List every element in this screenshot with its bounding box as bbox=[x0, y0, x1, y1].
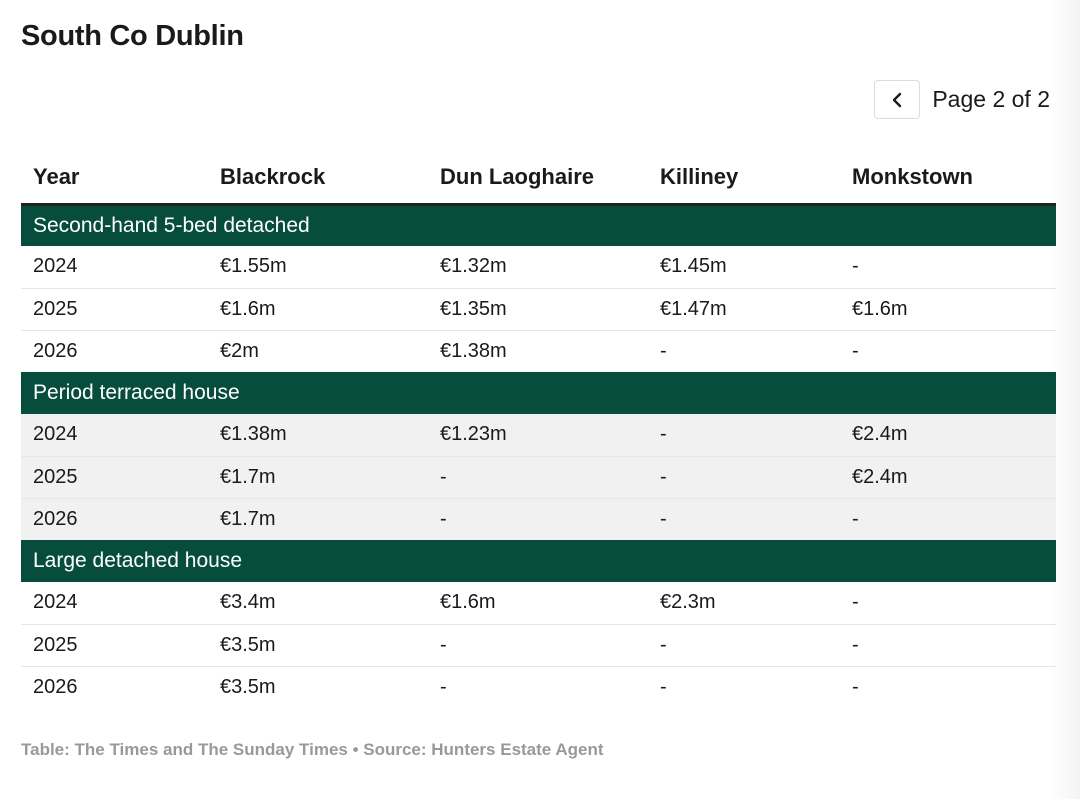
table-cell: €1.55m bbox=[208, 246, 428, 289]
table-cell: €3.5m bbox=[208, 624, 428, 667]
group-label: Second-hand 5-bed detached bbox=[21, 204, 1056, 246]
chevron-left-icon bbox=[893, 92, 902, 107]
page-indicator: Page 2 of 2 bbox=[932, 86, 1050, 112]
group-header-row: Period terraced house bbox=[21, 372, 1056, 414]
source-caption: Table: The Times and The Sunday Times • … bbox=[21, 740, 604, 759]
table-group: Large detached house 2024 €3.4m €1.6m €2… bbox=[21, 540, 1056, 708]
table-cell: 2025 bbox=[21, 288, 208, 331]
group-header-row: Second-hand 5-bed detached bbox=[21, 204, 1056, 246]
table-cell: - bbox=[648, 624, 840, 667]
column-header-dun-laoghaire: Dun Laoghaire bbox=[428, 152, 648, 206]
table-cell: €1.35m bbox=[428, 288, 648, 331]
table-cell: €3.4m bbox=[208, 582, 428, 625]
table-cell: - bbox=[852, 339, 859, 362]
table-row: 2025 €1.6m €1.35m €1.47m €1.6m bbox=[21, 288, 1056, 331]
table-cell: €1.6m bbox=[428, 582, 648, 625]
table-cell: €2m bbox=[220, 339, 259, 362]
table-cell: €1.23m bbox=[428, 414, 648, 457]
table-cell: - bbox=[660, 339, 667, 362]
table-row: 2026 €2m €1.38m - - bbox=[21, 330, 1056, 372]
table-row: 2024 €1.38m €1.23m - €2.4m bbox=[21, 414, 1056, 457]
table-cell: €2.3m bbox=[648, 582, 840, 625]
table-cell: - bbox=[840, 582, 1056, 625]
table-cell: - bbox=[852, 675, 859, 698]
column-header-blackrock: Blackrock bbox=[208, 152, 428, 206]
table-cell: - bbox=[840, 246, 1056, 289]
table-cell: €1.38m bbox=[440, 339, 507, 362]
table-cell: 2026 bbox=[33, 339, 78, 362]
table-cell: - bbox=[648, 456, 840, 499]
table-group: Second-hand 5-bed detached 2024 €1.55m €… bbox=[21, 204, 1056, 372]
table-cell: - bbox=[428, 498, 648, 540]
table-row: 2026 €1.7m - - - bbox=[21, 498, 1056, 540]
table-cell: €3.5m bbox=[220, 675, 276, 698]
table-cell: - bbox=[660, 675, 667, 698]
page-title: South Co Dublin bbox=[21, 20, 244, 52]
table-cell: €1.7m bbox=[208, 498, 428, 540]
table-cell: €2.4m bbox=[840, 414, 1056, 457]
table-cell: €1.32m bbox=[428, 246, 648, 289]
table-cell: 2025 bbox=[21, 624, 208, 667]
price-table: Year Blackrock Dun Laoghaire Killiney Mo… bbox=[21, 152, 1056, 708]
table-cell: €1.38m bbox=[208, 414, 428, 457]
table-cell: €1.7m bbox=[208, 456, 428, 499]
table-row: 2025 €1.7m - - €2.4m bbox=[21, 456, 1056, 499]
table-cell: 2024 bbox=[21, 246, 208, 289]
table-cell: - bbox=[428, 624, 648, 667]
table-cell: - bbox=[840, 624, 1056, 667]
table-cell: 2024 bbox=[21, 582, 208, 625]
table-cell: 2026 bbox=[33, 675, 78, 698]
group-label: Large detached house bbox=[21, 540, 1056, 582]
table-cell: €1.6m bbox=[208, 288, 428, 331]
column-header-year: Year bbox=[21, 152, 208, 206]
table-row: 2024 €1.55m €1.32m €1.45m - bbox=[21, 246, 1056, 289]
table-cell: €1.45m bbox=[648, 246, 840, 289]
column-header-killiney: Killiney bbox=[648, 152, 840, 206]
table-cell: - bbox=[440, 675, 447, 698]
table-cell: €1.47m bbox=[648, 288, 840, 331]
table-cell: 2025 bbox=[21, 456, 208, 499]
table-cell: - bbox=[840, 498, 1056, 540]
group-label: Period terraced house bbox=[21, 372, 1056, 414]
table-cell: - bbox=[428, 456, 648, 499]
table-header-row: Year Blackrock Dun Laoghaire Killiney Mo… bbox=[21, 152, 1056, 206]
group-header-row: Large detached house bbox=[21, 540, 1056, 582]
table-cell: - bbox=[648, 498, 840, 540]
table-row: 2024 €3.4m €1.6m €2.3m - bbox=[21, 582, 1056, 625]
table-cell: €2.4m bbox=[840, 456, 1056, 499]
pagination: Page 2 of 2 bbox=[874, 80, 1050, 119]
table-row: 2026 €3.5m - - - bbox=[21, 666, 1056, 708]
table-group: Period terraced house 2024 €1.38m €1.23m… bbox=[21, 372, 1056, 540]
table-cell: 2026 bbox=[21, 498, 208, 540]
table-row: 2025 €3.5m - - - bbox=[21, 624, 1056, 667]
column-header-monkstown: Monkstown bbox=[840, 152, 1056, 206]
table-cell: - bbox=[648, 414, 840, 457]
previous-page-button[interactable] bbox=[874, 80, 921, 119]
table-cell: 2024 bbox=[21, 414, 208, 457]
table-cell: €1.6m bbox=[840, 288, 1056, 331]
